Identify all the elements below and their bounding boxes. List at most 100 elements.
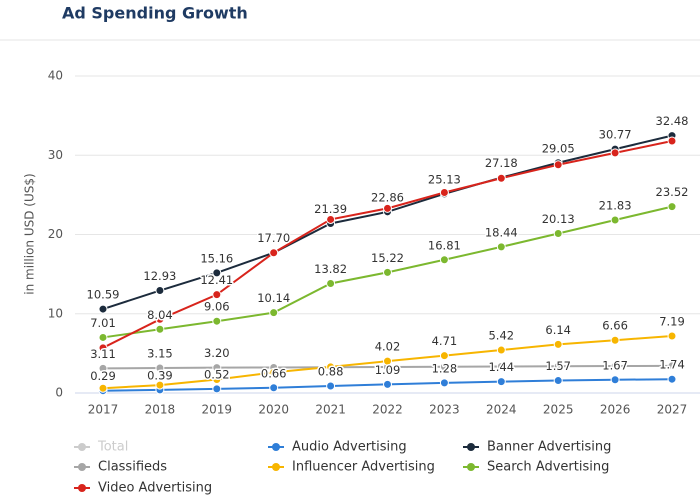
legend-item[interactable]: Audio Advertising <box>268 440 407 455</box>
series-marker <box>269 367 279 377</box>
data-label: 23.52 <box>656 185 689 199</box>
legend-marker <box>78 443 86 451</box>
legend-label: Classifieds <box>98 460 167 475</box>
series-marker <box>496 362 506 372</box>
series-marker <box>326 362 336 372</box>
legend-label: Video Advertising <box>98 481 212 496</box>
legend-label: Total <box>97 440 128 455</box>
series-marker <box>610 148 620 158</box>
series-marker <box>667 202 677 212</box>
data-label: 3.15 <box>147 347 173 361</box>
series-marker <box>155 363 165 373</box>
series-marker <box>98 332 108 342</box>
data-label: 1.28 <box>432 361 458 375</box>
series-marker <box>155 380 165 390</box>
data-label: 30.77 <box>599 128 632 142</box>
y-tick-label: 40 <box>48 69 63 83</box>
data-label: 1.57 <box>545 359 571 373</box>
data-label: 29.05 <box>542 141 575 155</box>
data-label: 3.11 <box>90 347 116 361</box>
x-tick-label: 2018 <box>145 403 176 417</box>
series-marker <box>439 378 449 388</box>
legend-label: Search Advertising <box>487 460 609 475</box>
data-label: 20.13 <box>542 212 575 226</box>
series-marker <box>98 304 108 314</box>
series-marker <box>383 203 392 213</box>
series-marker <box>212 316 222 326</box>
series-marker <box>212 363 222 373</box>
series-marker <box>439 255 449 265</box>
data-label: 10.59 <box>87 288 120 302</box>
y-tick-label: 10 <box>48 306 63 320</box>
legend-label: Audio Advertising <box>292 440 407 455</box>
series-marker <box>155 314 165 324</box>
data-label: 15.22 <box>371 251 404 265</box>
legend-item[interactable]: Search Advertising <box>463 460 609 475</box>
series-marker <box>439 362 449 372</box>
data-label: 0.66 <box>261 366 287 380</box>
series-marker <box>212 290 222 300</box>
data-label: 0.29 <box>90 369 116 383</box>
x-tick-label: 2023 <box>429 403 460 417</box>
data-label: 3.20 <box>204 346 230 360</box>
legend-marker <box>467 443 475 451</box>
data-label: 27.18 <box>485 156 518 170</box>
data-label: 15.16 <box>200 251 233 265</box>
legend-item[interactable]: Total <box>74 440 128 455</box>
data-label: 1.74 <box>659 358 685 372</box>
data-label: 6.66 <box>602 319 628 333</box>
series-marker <box>212 268 222 278</box>
data-label: 9.06 <box>204 300 230 314</box>
data-label: 1.67 <box>602 358 628 372</box>
y-tick-label: 20 <box>48 227 63 241</box>
data-label: 32.48 <box>656 114 689 128</box>
series-marker <box>326 214 336 224</box>
series-marker <box>496 173 506 183</box>
series-marker <box>553 339 563 349</box>
series-marker <box>667 136 677 146</box>
series-marker <box>269 248 279 258</box>
series-marker <box>98 363 108 373</box>
legend-item[interactable]: Banner Advertising <box>463 440 611 455</box>
series-marker <box>553 376 563 386</box>
series-marker <box>269 308 279 318</box>
x-tick-label: 2020 <box>258 403 289 417</box>
data-label: 22.86 <box>371 190 404 204</box>
series-marker <box>496 242 506 252</box>
series-marker <box>667 331 677 341</box>
series-marker <box>383 379 392 389</box>
series-marker <box>439 187 449 197</box>
series-marker <box>155 324 165 334</box>
x-tick-label: 2022 <box>372 403 403 417</box>
series-marker <box>98 383 108 393</box>
legend-label: Influencer Advertising <box>292 460 435 475</box>
data-label: 4.71 <box>432 334 458 348</box>
series-marker <box>667 374 677 384</box>
series-marker <box>667 361 677 371</box>
data-label: 0.88 <box>318 365 344 379</box>
data-label: 21.83 <box>599 198 632 212</box>
legend-item[interactable]: Video Advertising <box>74 481 212 496</box>
series-marker <box>496 345 506 355</box>
data-label: 5.42 <box>488 329 514 343</box>
x-tick-label: 2027 <box>657 403 688 417</box>
legend-item[interactable]: Influencer Advertising <box>268 460 435 475</box>
data-label: 17.70 <box>257 231 290 245</box>
data-label: 18.44 <box>485 225 518 239</box>
data-label: 1.44 <box>488 360 514 374</box>
data-label: 13.82 <box>314 262 347 276</box>
data-label: 12.41 <box>200 273 233 287</box>
series-marker <box>439 351 449 361</box>
data-label: 0.39 <box>147 368 173 382</box>
data-label: 4.02 <box>375 340 401 354</box>
legend-marker <box>78 484 86 492</box>
series-marker <box>496 377 506 387</box>
series-marker <box>553 361 563 371</box>
legend-item[interactable]: Classifieds <box>74 460 167 475</box>
series-marker <box>610 361 620 371</box>
data-label: 12.93 <box>143 269 176 283</box>
series-marker <box>269 383 279 393</box>
series-marker <box>610 335 620 345</box>
series-line <box>102 134 673 311</box>
y-tick-label: 0 <box>55 386 63 400</box>
